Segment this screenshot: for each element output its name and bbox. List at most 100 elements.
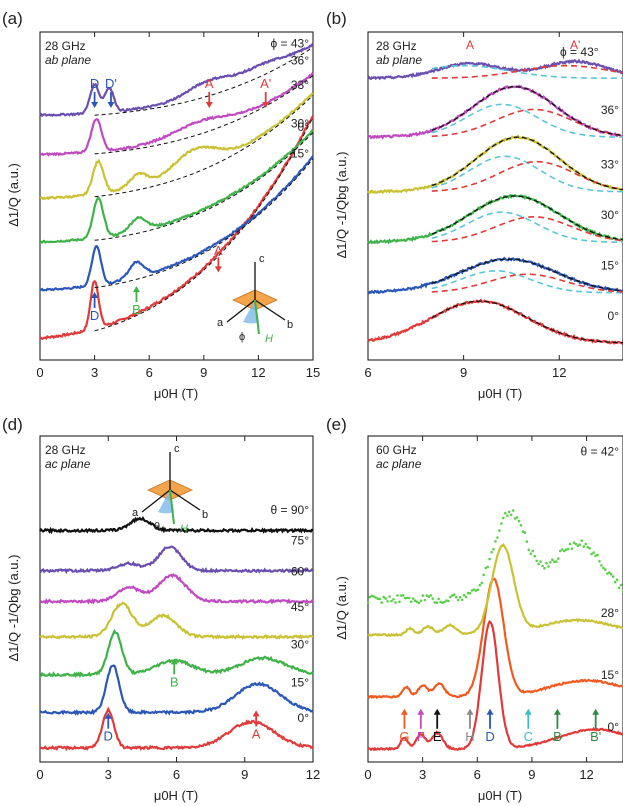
series-point	[511, 509, 515, 512]
series-point	[384, 597, 388, 600]
panel-e-title-line2: ac plane	[376, 457, 422, 471]
panel-e-title-line1: 60 GHz	[376, 443, 417, 457]
annotation-label: B	[170, 674, 179, 689]
series-point	[533, 554, 536, 558]
x-tick-label: 9	[241, 767, 248, 782]
series-point	[572, 541, 576, 544]
series-point	[529, 552, 533, 556]
panel-d-chart: 0 3 6 9 12 0° 15° 30° 45° 60° 75° θ = 90° D B Ac a b Hθ	[36, 435, 320, 782]
axis-a	[226, 299, 256, 323]
annotation-arrow-head	[466, 708, 474, 715]
panel-b-frame	[367, 31, 623, 361]
series-line-43	[367, 58, 623, 81]
series-point	[592, 551, 595, 554]
series-point	[455, 596, 458, 599]
series-line-0	[39, 115, 314, 341]
panel-b-title-line1: 28 GHz	[376, 39, 417, 53]
series-point	[617, 586, 621, 590]
series-point	[400, 594, 403, 597]
axis-a	[141, 489, 171, 513]
series-line-0	[367, 619, 623, 752]
series-point	[502, 516, 505, 520]
series-point	[615, 578, 619, 581]
annotation-arrow-head	[205, 102, 213, 108]
series-label: 36°	[601, 103, 619, 117]
series-label: 33°	[601, 158, 619, 172]
series-label: ϕ = 43°	[270, 36, 309, 50]
series-line-0	[367, 298, 623, 345]
series-point	[456, 598, 460, 602]
series-label: 15°	[291, 147, 309, 161]
annotation-label: A'	[260, 76, 271, 91]
series-point	[543, 566, 546, 570]
series-point	[386, 600, 389, 603]
series-label: 0°	[608, 720, 620, 734]
panel-a-xlabel: μ0H (T)	[154, 386, 198, 401]
series-point	[413, 599, 417, 602]
series-point	[566, 547, 570, 551]
series-line-90	[39, 516, 313, 535]
series-line-15	[367, 256, 623, 295]
series-point	[472, 588, 476, 591]
annotation-arrow-head	[104, 712, 112, 719]
series-point	[582, 545, 586, 548]
panel-d-xlabel: μ0H (T)	[154, 788, 198, 803]
series-label: 33°	[291, 78, 309, 92]
fit-total	[431, 300, 623, 344]
x-tick-label: 9	[528, 767, 535, 782]
peak-label: A	[466, 38, 474, 52]
x-tick-label: 6	[364, 365, 371, 380]
panel-a-chart: 0 3 6 9 12 15 0° 15° 30° 33° 36° ϕ = 43° D B A D D' A A' c a…	[36, 31, 320, 380]
series-point	[490, 550, 493, 554]
annotation-label: A	[214, 243, 223, 258]
series-label: 36°	[291, 54, 309, 68]
axis-a-label: a	[132, 507, 139, 519]
series-point	[435, 601, 439, 604]
series-point	[431, 597, 435, 600]
x-tick-label: 6	[146, 365, 153, 380]
fit-component	[431, 103, 623, 138]
series-point	[423, 598, 427, 602]
series-point	[507, 510, 511, 514]
x-tick-label: 0	[36, 365, 43, 380]
series-point	[407, 596, 411, 600]
annotation-arrow-head	[486, 708, 494, 715]
series-point	[570, 547, 574, 550]
axis-b	[169, 489, 201, 511]
axis-b-label: b	[202, 509, 208, 521]
x-tick-label: 9	[460, 365, 467, 380]
series-line-15	[39, 664, 314, 716]
panel-letter-b: (b)	[326, 9, 347, 28]
fit-component	[431, 155, 623, 193]
annotation-label: G	[399, 729, 409, 744]
series-point	[527, 548, 531, 552]
series-point	[562, 549, 566, 553]
series-point	[492, 547, 495, 551]
series-point	[513, 517, 517, 520]
series-label: 15°	[291, 675, 309, 689]
series-point	[378, 597, 382, 601]
series-point	[368, 595, 372, 599]
series-point	[553, 560, 556, 563]
series-line-45	[39, 601, 313, 640]
series-point	[606, 572, 609, 575]
series-point	[504, 511, 507, 515]
x-tick-label: 3	[105, 767, 112, 782]
peak-label: A'	[570, 38, 580, 52]
angle-label: θ	[154, 521, 160, 533]
series-point	[398, 600, 401, 604]
annotation-arrow-head	[91, 102, 99, 108]
annotation-arrow-head	[553, 708, 561, 715]
annotation-label: A	[252, 726, 261, 741]
series-point	[429, 594, 433, 597]
annotation-arrow-head	[132, 286, 140, 293]
series-line-75	[39, 545, 314, 575]
annotation-arrow-head	[592, 708, 600, 715]
series-label: 30°	[601, 208, 619, 222]
annotation-arrow-head	[214, 266, 222, 273]
axis-b-label: b	[287, 319, 293, 331]
panel-b-chart: 6 9 12 0° 15° 30° 33° 36° A A'	[364, 31, 623, 380]
series-point	[525, 540, 529, 543]
x-tick-label: 6	[474, 767, 481, 782]
x-tick-label: 6	[173, 767, 180, 782]
